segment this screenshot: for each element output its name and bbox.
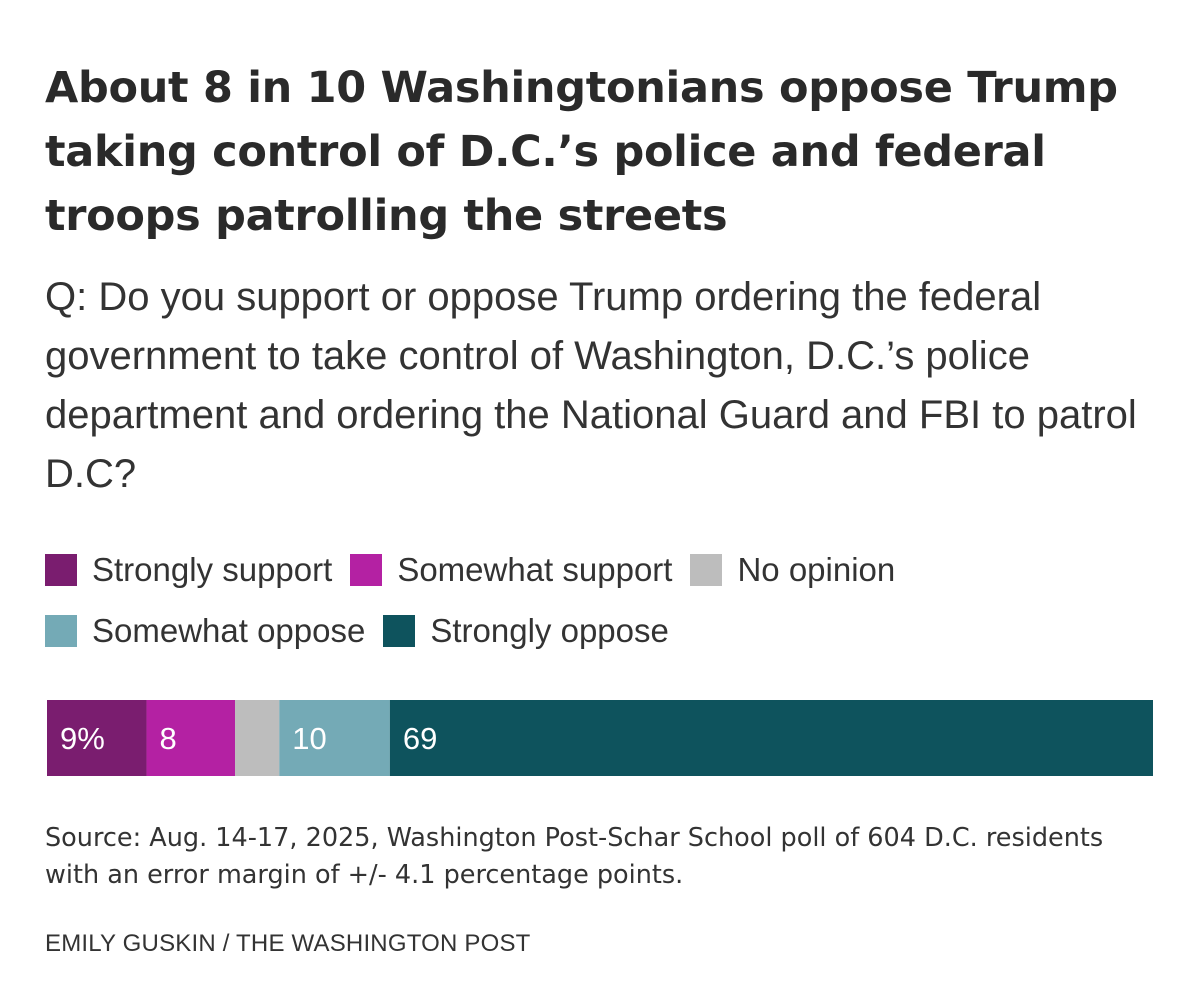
data-label: 9% <box>60 721 105 756</box>
legend-item: No opinion <box>690 551 895 589</box>
credit-line: EMILY GUSKIN / THE WASHINGTON POST <box>45 930 531 957</box>
data-label: 69 <box>403 721 437 756</box>
legend-item: Somewhat oppose <box>45 612 365 650</box>
legend-swatch <box>45 554 77 586</box>
legend-label: Somewhat support <box>397 551 673 588</box>
legend-label: No opinion <box>737 551 896 588</box>
bar-segment-somewhat-support <box>146 700 236 776</box>
data-label: 8 <box>160 721 177 756</box>
legend-label: Strongly support <box>92 551 333 588</box>
legend-label: Strongly oppose <box>430 612 669 649</box>
data-label: 10 <box>292 721 326 756</box>
legend-item: Strongly oppose <box>383 612 669 650</box>
legend-swatch <box>383 615 416 647</box>
bar-segment-strongly-support <box>47 700 147 776</box>
legend-item: Strongly support <box>45 551 332 589</box>
legend-item: Somewhat support <box>350 551 672 589</box>
legend-row: Somewhat oppose Strongly oppose <box>45 609 1155 653</box>
chart-subtitle: Q: Do you support or oppose Trump orderi… <box>45 275 1137 496</box>
legend-swatch <box>690 554 723 586</box>
legend-swatch <box>45 615 77 647</box>
legend-swatch <box>350 554 383 586</box>
bar-segment-no-opinion <box>235 700 280 776</box>
legend: Strongly support Somewhat support No opini… <box>45 548 1155 670</box>
chart-title: About 8 in 10 Washingtonians oppose Trum… <box>45 63 1118 241</box>
legend-row: Strongly support Somewhat support No opini… <box>45 548 1155 592</box>
stacked-bar-chart: 9% 8 10 69 <box>47 700 1153 776</box>
legend-label: Somewhat oppose <box>92 612 366 649</box>
bar-segment-strongly-oppose <box>389 700 1153 776</box>
source-note: Source: Aug. 14-17, 2025, Washington Pos… <box>45 823 1104 890</box>
bar-segment-somewhat-oppose <box>279 700 390 776</box>
